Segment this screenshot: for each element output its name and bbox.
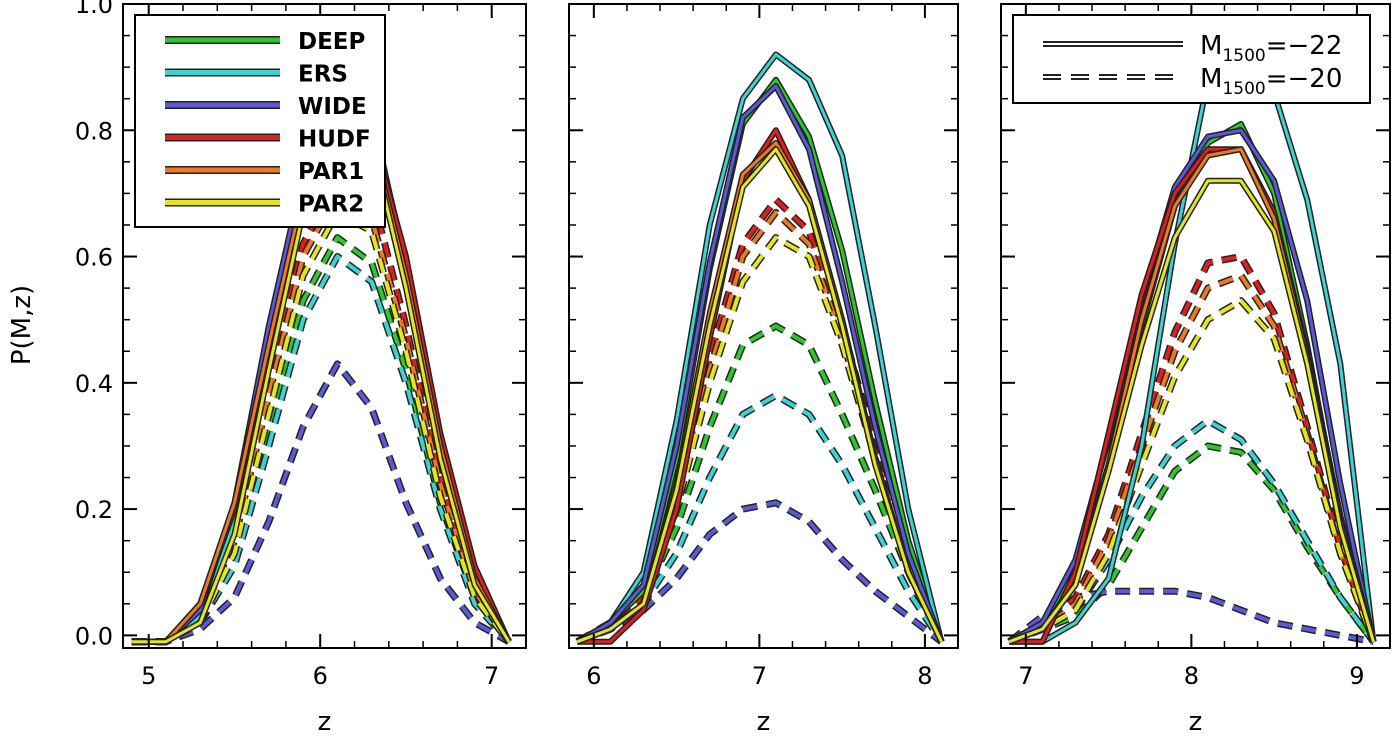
series-par1-dashed-outline	[131, 189, 512, 646]
series-par1-dashed	[131, 191, 511, 644]
legend-label-magnitude: M1500=−20	[1200, 64, 1342, 99]
panel-3: 7 8 9 z	[1000, 3, 1391, 737]
legend-label-hudf: HUDF	[298, 127, 371, 153]
x-axis-label: z	[318, 707, 332, 737]
x-tick-label: 8	[917, 662, 932, 690]
series-ers-dashed-outline	[131, 253, 512, 646]
x-tick-label: 9	[1349, 662, 1364, 690]
series-ers-solid-outline	[575, 51, 945, 645]
series-hudf-dashed-outline	[576, 196, 945, 645]
series-ers-dashed	[576, 393, 944, 644]
legend-label-par1: PAR1	[298, 159, 364, 185]
x-axis-label: z	[1189, 707, 1203, 737]
series-wide-solid	[1008, 128, 1375, 644]
x-tick-label: 7	[484, 662, 499, 690]
y-tick-label: 0.0	[75, 622, 113, 650]
y-tick-label: 0.4	[75, 370, 113, 398]
series-par2-solid	[576, 147, 943, 644]
series-ers-solid	[576, 53, 943, 644]
series-ers-dashed	[1008, 418, 1376, 644]
series-par1-dashed-outline	[576, 208, 945, 645]
legend-label-ers: ERS	[298, 62, 348, 88]
x-axis-label: z	[757, 707, 771, 737]
x-tick-label: 7	[1018, 662, 1033, 690]
series-par2-dashed	[131, 210, 511, 644]
y-tick-label: 0.6	[75, 244, 113, 272]
legend-fields: DEEP ERS WIDE HUDF PAR1 PAR2	[134, 14, 386, 228]
series-deep-dashed	[131, 235, 511, 644]
series-group	[1007, 38, 1377, 646]
y-tick-label: 0.8	[75, 117, 113, 145]
legend-box	[1012, 14, 1371, 104]
series-hudf-dashed	[1008, 254, 1376, 644]
legend-label-magnitude: M1500=−22	[1200, 31, 1342, 66]
series-wide-dashed	[131, 361, 510, 644]
y-tick-label: 0.2	[75, 496, 113, 524]
plot-frame	[568, 3, 959, 649]
x-tick-label: 5	[141, 662, 156, 690]
series-par2-dashed	[1008, 298, 1376, 644]
plot-frame	[1000, 3, 1391, 649]
legend-box	[134, 14, 386, 228]
series-deep-dashed-outline	[131, 234, 512, 646]
legend-label-wide: WIDE	[298, 94, 367, 120]
series-par2-dashed-outline	[131, 208, 512, 646]
plot-frame	[122, 3, 527, 649]
panel-2: 6 7 8 z	[568, 3, 959, 737]
x-tick-label: 6	[313, 662, 328, 690]
series-ers-dashed-outline	[1008, 417, 1377, 645]
series-wide-dashed	[576, 500, 943, 644]
series-ers-dashed	[131, 254, 511, 644]
series-deep-dashed	[1008, 444, 1376, 644]
series-par2-solid	[1008, 179, 1375, 644]
series-hudf-dashed	[576, 197, 944, 644]
series-par1-dashed	[576, 210, 944, 644]
series-group	[575, 51, 945, 645]
legend-label-deep: DEEP	[298, 29, 365, 55]
series-wide-solid	[576, 84, 943, 644]
series-par2-dashed	[576, 235, 944, 644]
x-tick-label: 8	[1184, 662, 1199, 690]
x-tick-label: 6	[586, 662, 601, 690]
x-tick-label: 7	[752, 662, 767, 690]
y-axis-label: P(M,z)	[7, 285, 37, 365]
y-tick-label: 1.0	[75, 0, 113, 19]
legend-label-par2: PAR2	[298, 192, 364, 218]
